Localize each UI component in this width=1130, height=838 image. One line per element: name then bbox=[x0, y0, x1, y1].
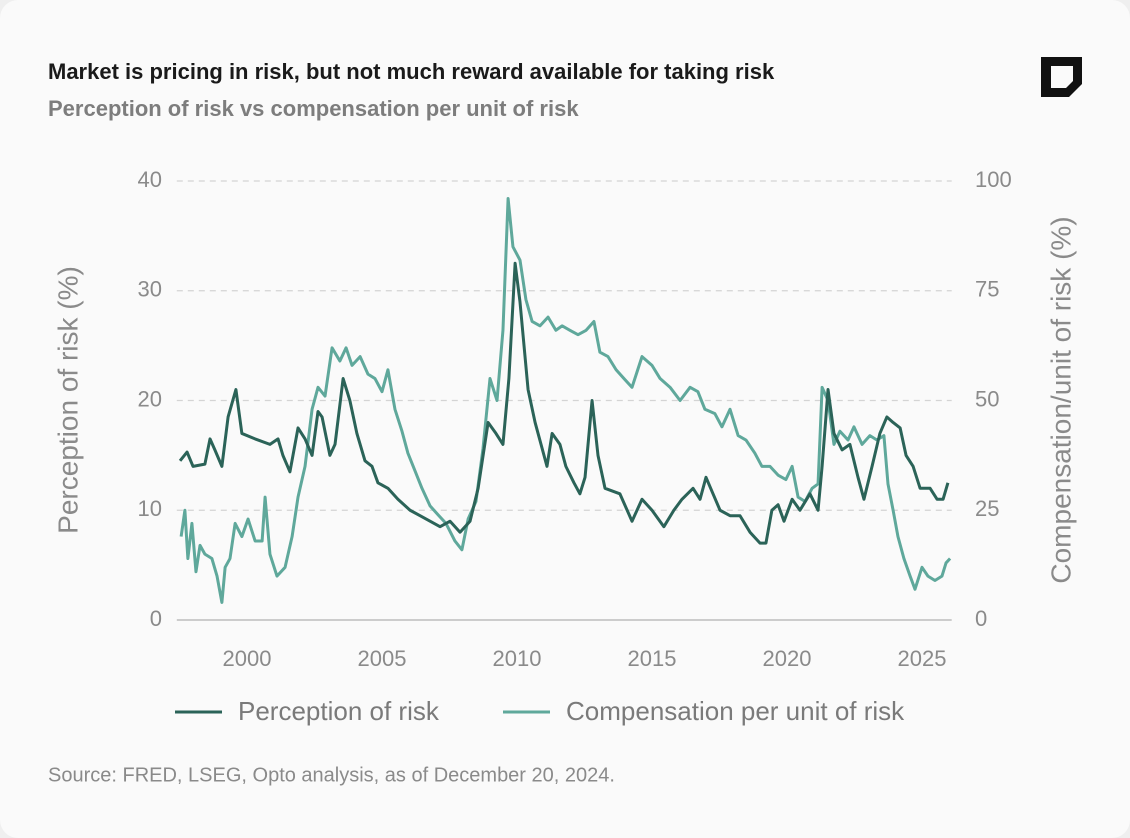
y2-tick-label: 50 bbox=[975, 386, 999, 411]
series-line bbox=[179, 197, 952, 604]
y2-tick-label: 25 bbox=[975, 496, 999, 521]
y-axis-title: Perception of risk (%) bbox=[52, 266, 83, 534]
y2-tick-label: 100 bbox=[975, 167, 1012, 192]
y2-axis-title: Compensation/unit of risk (%) bbox=[1045, 216, 1076, 583]
y-tick-label: 10 bbox=[138, 496, 162, 521]
source-note: Source: FRED, LSEG, Opto analysis, as of… bbox=[48, 764, 615, 786]
x-tick-label: 2000 bbox=[223, 646, 272, 671]
y2-tick-label: 0 bbox=[975, 606, 987, 631]
logo bbox=[1041, 57, 1082, 97]
y-tick-label: 40 bbox=[138, 167, 162, 192]
legend-label: Perception of risk bbox=[238, 696, 440, 726]
legend-label: Compensation per unit of risk bbox=[566, 696, 905, 726]
y2-tick-label: 75 bbox=[975, 277, 999, 302]
x-tick-label: 2020 bbox=[763, 646, 812, 671]
series-line bbox=[178, 261, 950, 545]
y-tick-label: 20 bbox=[138, 386, 162, 411]
x-tick-label: 2010 bbox=[493, 646, 542, 671]
x-tick-label: 2025 bbox=[898, 646, 947, 671]
chart-subtitle: Perception of risk vs compensation per u… bbox=[48, 96, 579, 121]
x-tick-label: 2005 bbox=[358, 646, 407, 671]
y-tick-label: 0 bbox=[150, 606, 162, 631]
chart-title: Market is pricing in risk, but not much … bbox=[48, 59, 775, 84]
y-tick-label: 30 bbox=[138, 277, 162, 302]
x-tick-label: 2015 bbox=[628, 646, 677, 671]
